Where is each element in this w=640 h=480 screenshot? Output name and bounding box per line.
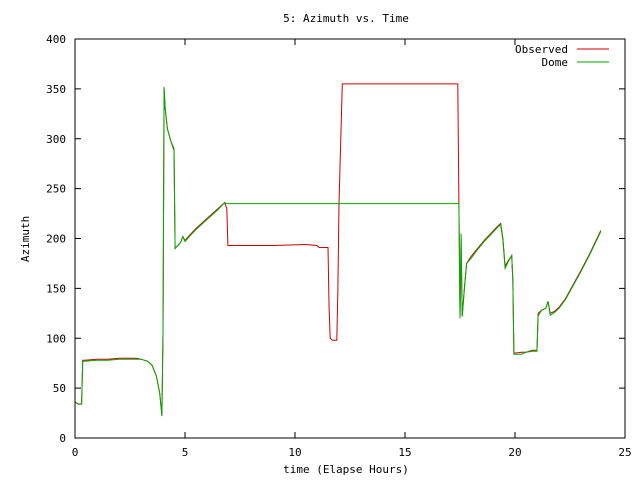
x-tick-label-1: 5	[182, 446, 189, 459]
x-tick-label-3: 15	[398, 446, 411, 459]
chart-title: 5: Azimuth vs. Time	[283, 12, 409, 25]
series-lines	[74, 83, 602, 417]
series-line-dome	[74, 86, 602, 417]
legend-label-observed: Observed	[515, 43, 568, 56]
y-axis-label: Azimuth	[19, 216, 32, 262]
x-tick-label-0: 0	[72, 446, 79, 459]
x-axis-label: time (Elapse Hours)	[283, 463, 409, 476]
x-tick-label-5: 25	[618, 446, 631, 459]
y-tick-label-7: 350	[46, 83, 66, 96]
y-tick-label-0: 0	[59, 432, 66, 445]
plot-frame	[74, 38, 626, 439]
y-tick-label-2: 100	[46, 332, 66, 345]
legend-label-dome: Dome	[542, 56, 569, 69]
x-tick-label-4: 20	[508, 446, 521, 459]
y-tick-label-8: 400	[46, 33, 66, 46]
y-tick-label-4: 200	[46, 233, 66, 246]
y-tick-label-1: 50	[53, 382, 66, 395]
y-tick-label-6: 300	[46, 133, 66, 146]
y-tick-label-5: 250	[46, 183, 66, 196]
x-tick-label-2: 10	[288, 446, 301, 459]
y-tick-label-3: 150	[46, 282, 66, 295]
